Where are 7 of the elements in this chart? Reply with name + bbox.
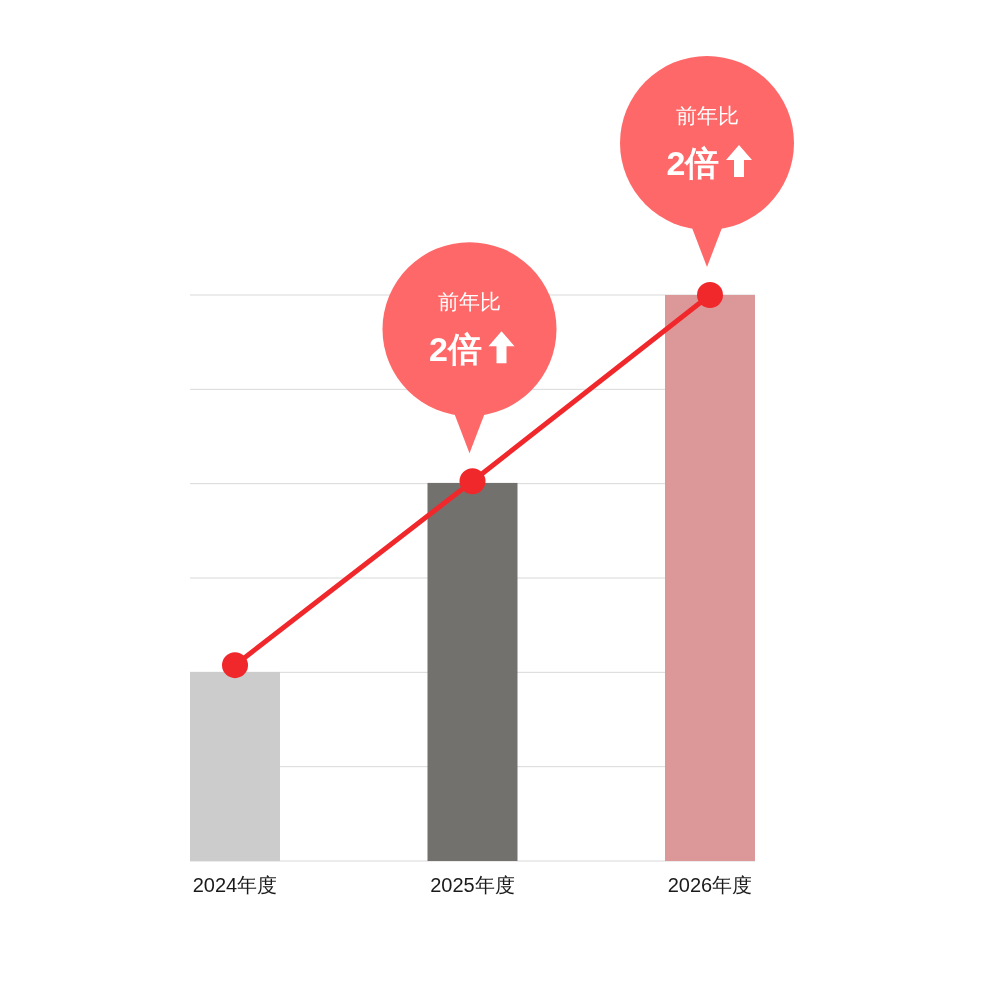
- x-tick-label: 2026年度: [667, 874, 753, 896]
- annotation: 2倍: [429, 330, 482, 369]
- x-tick-label: 2024年度: [192, 874, 278, 896]
- text: 2倍: [666, 144, 720, 182]
- x-tick-label: 2025年度: [430, 874, 515, 896]
- annotation: 前年比: [438, 290, 501, 314]
- text: 前年比: [675, 104, 739, 127]
